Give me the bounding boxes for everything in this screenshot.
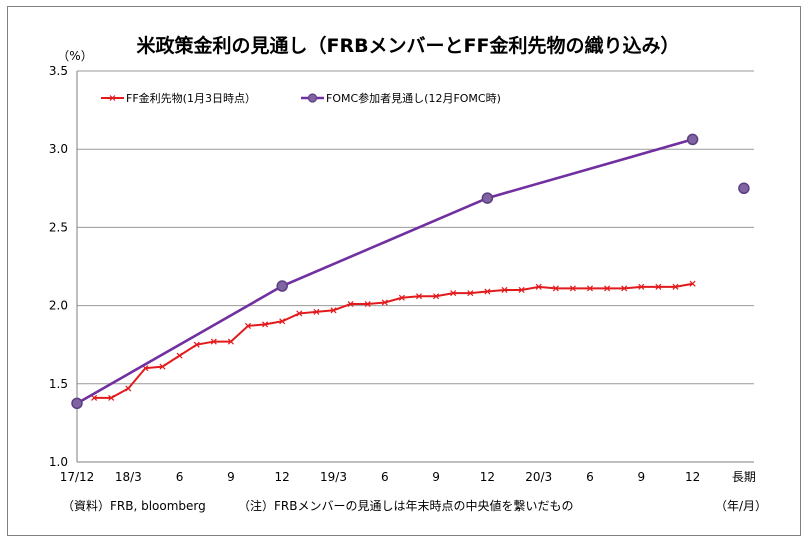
ff-futures-point (638, 283, 645, 290)
ff-futures-point (125, 385, 132, 392)
chart-frame (7, 6, 801, 536)
ff-futures-point (381, 299, 388, 306)
x-tick-label: 6 (176, 470, 184, 484)
fomc-line (76, 138, 693, 405)
y-tick-label: 2.0 (49, 299, 68, 313)
legend: FF金利先物(1月3日時点） FOMC参加者見通し(12月FOMC時) (101, 91, 501, 105)
ff-futures-point (227, 338, 234, 345)
ff-futures-point (450, 290, 457, 297)
y-tick-label: 2.5 (49, 220, 68, 234)
ff-futures-point (330, 307, 337, 314)
ff-futures-line (94, 282, 693, 399)
ff-futures-point (176, 352, 183, 359)
x-tick-label: 20/3 (525, 470, 552, 484)
y-tick-label: 1.5 (49, 377, 68, 391)
ff-futures-point (433, 293, 440, 300)
ff-futures-point (398, 294, 405, 301)
x-tick-label: 12 (275, 470, 290, 484)
ff-futures-point (364, 301, 371, 308)
x-unit-label: （年/月） (715, 499, 767, 513)
footnote: （注）FRBメンバーの見通しは年末時点の中央値を繋いだもの (238, 498, 573, 513)
gridlines (76, 70, 754, 463)
chart-title: 米政策金利の見通し（FRBメンバーとFF金利先物の織り込み） (136, 34, 679, 57)
ff-futures-point (604, 285, 611, 292)
x-tick-labels: 17/12 18/3 6 9 12 19/3 6 9 12 20/3 6 9 12 長期 (60, 470, 756, 484)
y-tick-label: 3.0 (49, 142, 68, 156)
ff-futures-point (535, 283, 542, 290)
y-tick-label: 1.0 (49, 455, 68, 469)
fomc-point (71, 397, 83, 410)
source-note: （資料）FRB, bloomberg (62, 499, 206, 513)
ff-futures-point (552, 285, 559, 292)
legend-ff-marker (109, 95, 116, 101)
ff-futures-point (279, 318, 286, 325)
legend-fomc-label: FOMC参加者見通し(12月FOMC時) (326, 91, 501, 105)
ff-futures-point (501, 286, 508, 293)
ff-futures-point (672, 283, 679, 290)
y-unit-label: （%） (57, 49, 92, 63)
x-tick-label: 9 (637, 470, 645, 484)
ff-futures-point (313, 308, 320, 315)
ff-futures-point (518, 286, 525, 293)
x-tick-label: 19/3 (320, 470, 347, 484)
ff-futures-point (347, 301, 354, 308)
series-group (71, 133, 750, 410)
legend-ff-label: FF金利先物(1月3日時点） (126, 91, 256, 105)
y-tick-label: 3.5 (49, 64, 68, 78)
fomc-longrun-point (738, 182, 750, 195)
ff-futures-point (210, 338, 217, 345)
x-tick-label: 18/3 (115, 470, 142, 484)
x-tick-label: 9 (227, 470, 235, 484)
ff-futures-point (91, 394, 98, 401)
ff-futures-point (193, 341, 200, 348)
x-tick-label: 6 (381, 470, 389, 484)
ff-futures-point (484, 288, 491, 295)
x-tick-label: 17/12 (60, 470, 95, 484)
x-tick-label: 9 (432, 470, 440, 484)
ff-futures-point (586, 285, 594, 292)
fomc-point (481, 192, 494, 204)
ff-futures-point (569, 285, 576, 292)
x-tick-label: 6 (586, 470, 594, 484)
x-tick-label: 長期 (732, 470, 756, 484)
ff-futures-point (621, 285, 628, 292)
ff-futures-point (108, 394, 115, 401)
ff-futures-point (296, 310, 303, 317)
y-tick-labels: 1.0 1.5 2.0 2.5 3.0 3.5 (49, 64, 68, 469)
x-tick-label: 12 (480, 470, 495, 484)
ff-futures-point (415, 293, 423, 300)
ff-futures-point (689, 280, 696, 287)
fomc-point (276, 280, 288, 292)
ff-futures-point (244, 322, 252, 329)
fomc-point (686, 133, 699, 146)
ff-futures-point (655, 283, 662, 290)
legend-fomc-marker (307, 93, 318, 103)
ff-futures-point (467, 290, 474, 297)
ff-futures-point (159, 363, 166, 370)
ff-futures-point (262, 321, 269, 328)
x-tick-label: 12 (685, 470, 700, 484)
